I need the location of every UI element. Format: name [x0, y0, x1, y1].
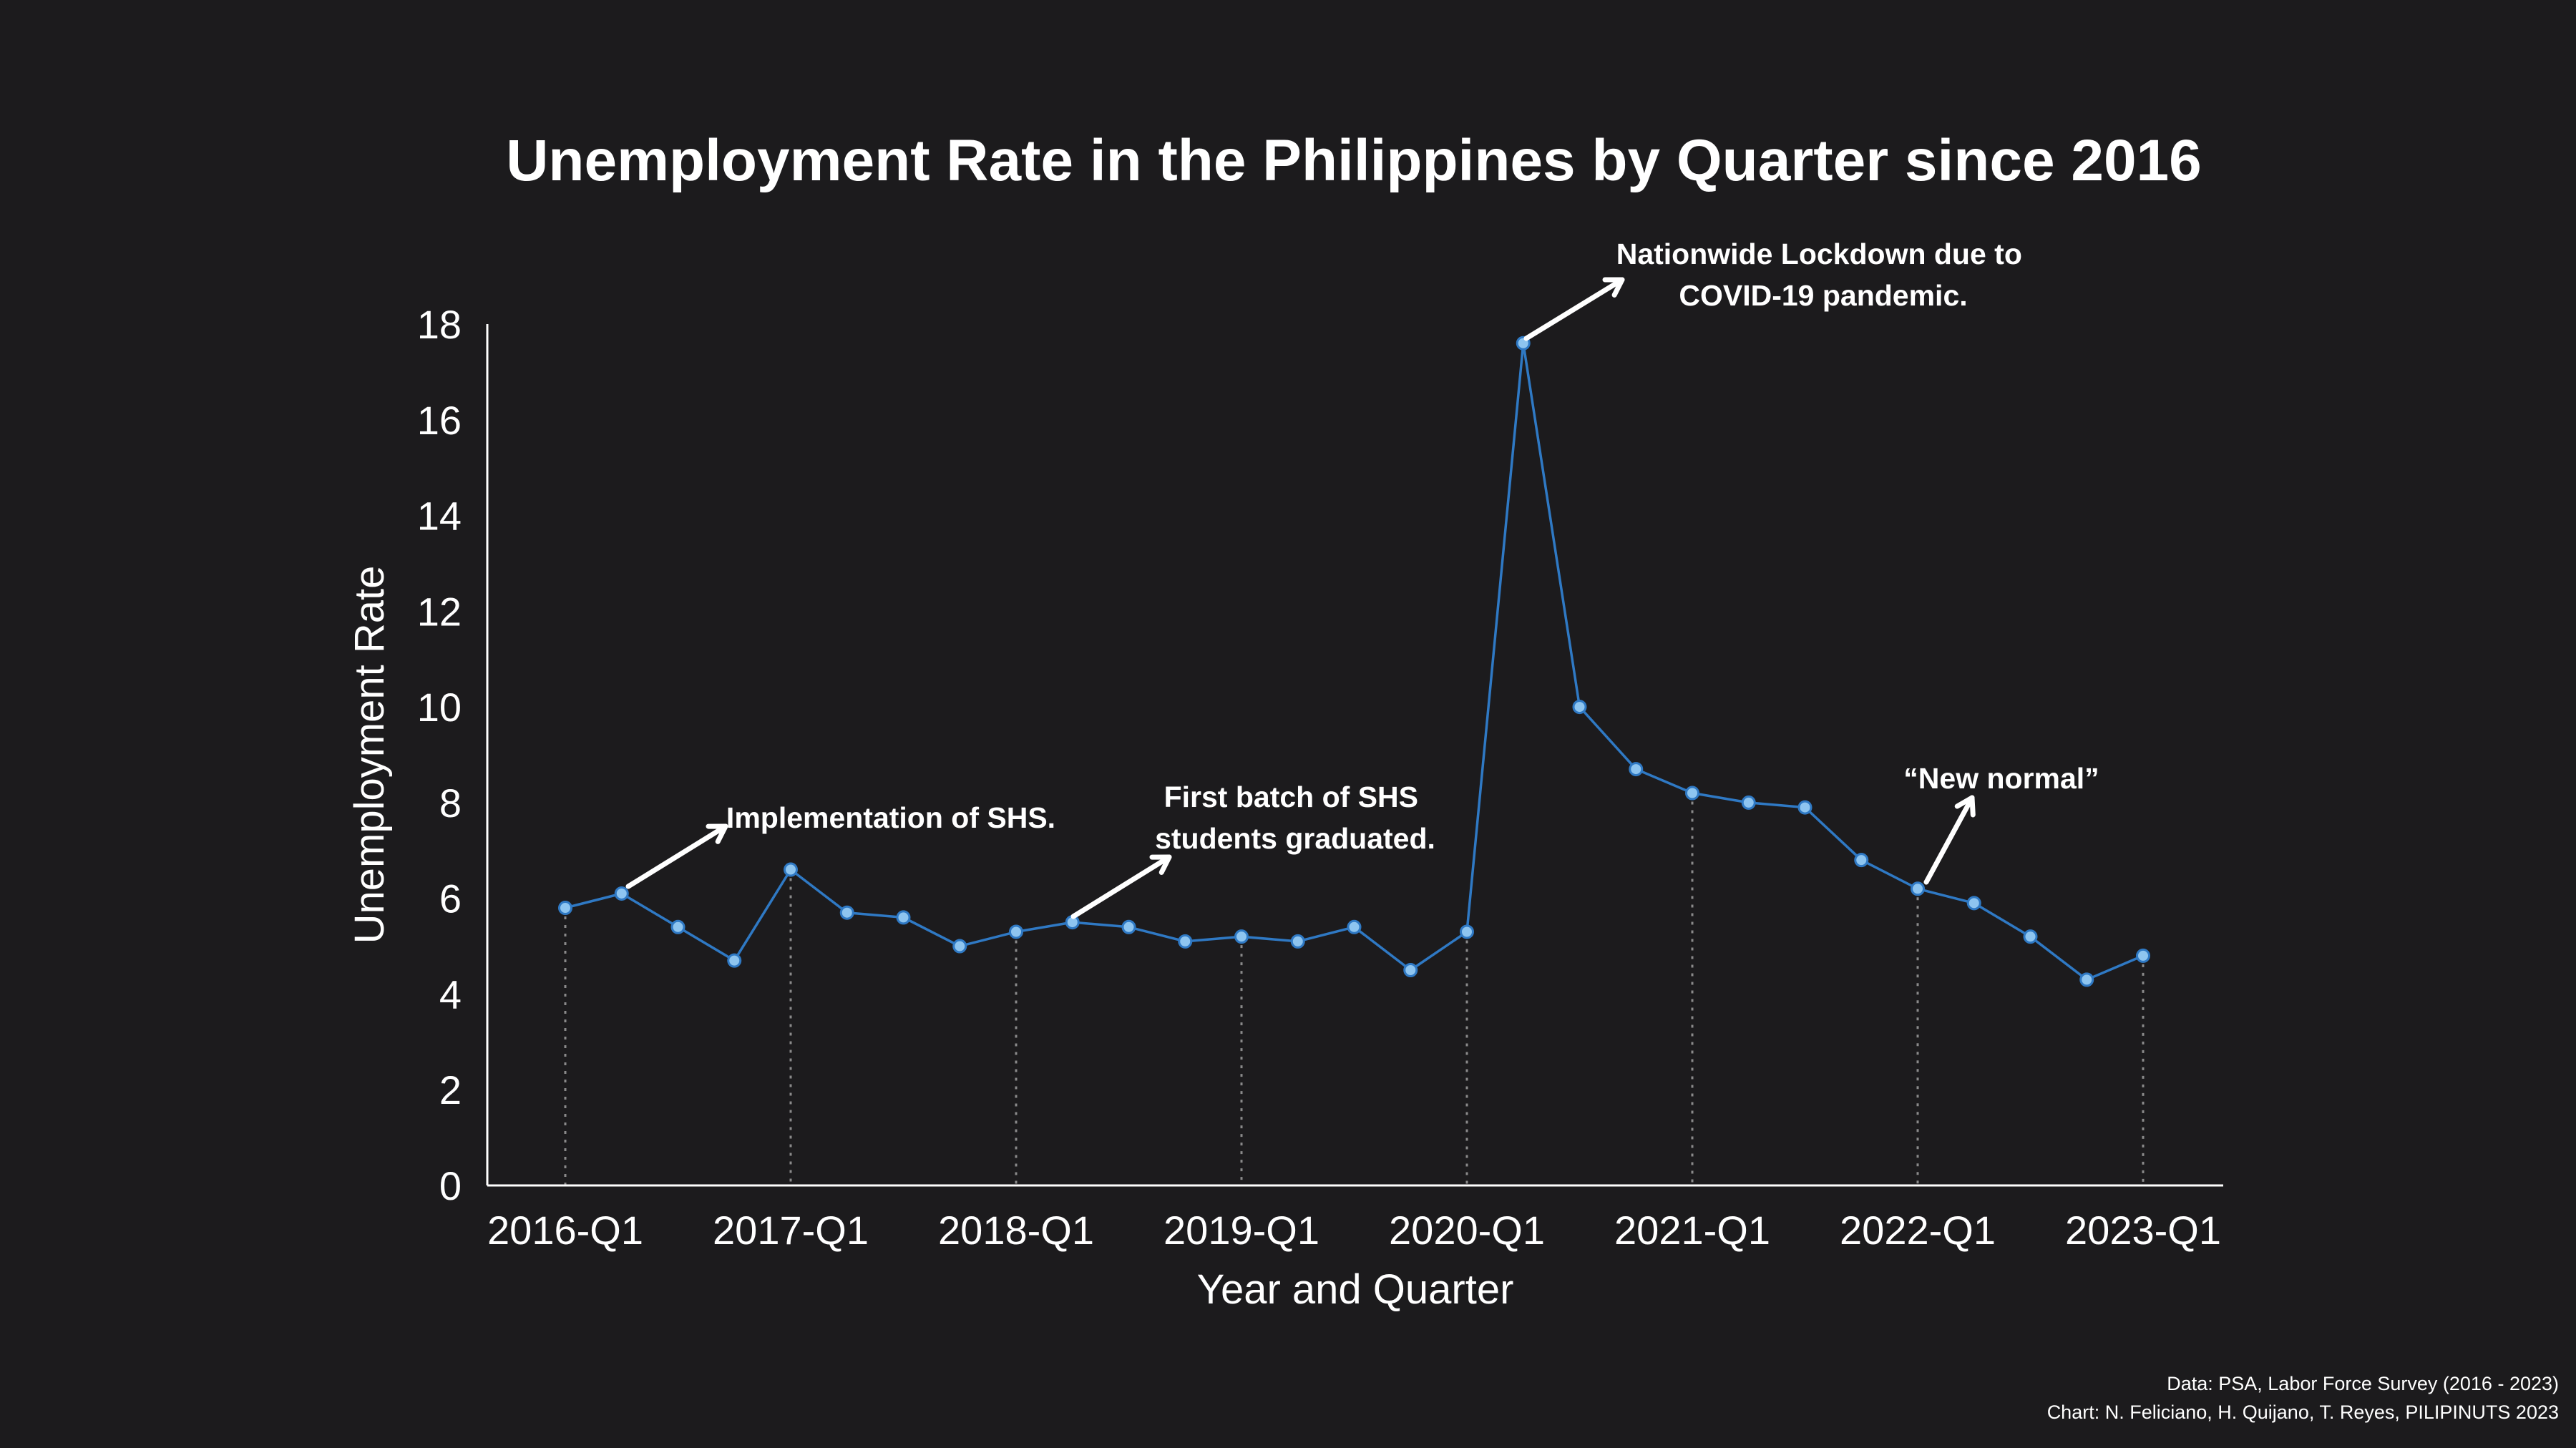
data-point: [1403, 963, 1418, 977]
data-point: [952, 939, 967, 954]
x-tick-label: 2023-Q1: [2065, 1208, 2221, 1253]
annotation-lockdown: Nationwide Lockdown due to COVID-19 pand…: [1616, 238, 2031, 312]
x-tick-label: 2017-Q1: [713, 1208, 869, 1253]
data-point: [2136, 948, 2150, 963]
data-point: [1178, 934, 1193, 949]
x-tick-label: 2019-Q1: [1163, 1208, 1319, 1253]
data-point: [784, 862, 798, 877]
x-tick-label: 2021-Q1: [1614, 1208, 1770, 1253]
x-tick-label: 2020-Q1: [1389, 1208, 1545, 1253]
data-point: [1629, 762, 1644, 777]
data-point: [1234, 929, 1249, 944]
y-tick-label: 4: [439, 972, 462, 1017]
chart-title: Unemployment Rate in the Philippines by …: [506, 128, 2202, 193]
y-tick-label: 18: [417, 302, 462, 347]
y-tick-label: 2: [439, 1067, 462, 1112]
data-point: [1797, 800, 1813, 815]
y-tick-label: 14: [417, 494, 462, 539]
annotation-line: Implementation of SHS.: [726, 801, 1055, 834]
annotation-arrow-lockdown: [1523, 277, 1625, 341]
annotation-arrow-shs: [625, 823, 728, 889]
data-point: [727, 953, 742, 968]
annotation-arrowhead: [1149, 854, 1172, 875]
x-tick-label: 2018-Q1: [938, 1208, 1094, 1253]
y-tick-label: 16: [417, 398, 462, 443]
y-tick-labels: 0 2 4 6 8 10 12 14 16 18: [417, 302, 462, 1208]
data-point: [2023, 929, 2038, 944]
y-tick-label: 0: [439, 1163, 462, 1208]
data-point: [1741, 795, 1756, 810]
data-point: [1685, 786, 1699, 801]
data-points: [558, 336, 2150, 987]
data-point: [1347, 919, 1362, 934]
data-point: [1121, 919, 1136, 934]
y-tick-label: 12: [417, 589, 462, 634]
annotations: Implementation of SHS. First batch of SH…: [625, 238, 2099, 919]
annotation-line: “New normal”: [1903, 762, 2099, 795]
data-point: [1460, 924, 1474, 939]
data-point: [1966, 896, 1981, 911]
y-tick-label: 8: [439, 781, 462, 826]
data-point: [839, 905, 854, 920]
annotation-line: students graduated.: [1155, 822, 1435, 855]
data-point: [558, 901, 572, 916]
x-tick-label: 2016-Q1: [487, 1208, 643, 1253]
data-point: [896, 910, 911, 925]
annotation-new-normal: “New normal”: [1903, 762, 2099, 795]
data-point: [670, 919, 686, 934]
annotation-shs-implementation: Implementation of SHS.: [726, 801, 1055, 834]
source-note: Data: PSA, Labor Force Survey (2016 - 20…: [2047, 1373, 2559, 1423]
data-point: [1009, 924, 1023, 939]
source-chart-credit: Chart: N. Feliciano, H. Quijano, T. Reye…: [2047, 1401, 2559, 1423]
annotation-shs-graduates: First batch of SHS students graduated.: [1155, 781, 1435, 855]
data-point: [2079, 972, 2094, 987]
x-axis-label: Year and Quarter: [1197, 1266, 1514, 1313]
source-data-credit: Data: PSA, Labor Force Survey (2016 - 20…: [2167, 1373, 2559, 1394]
reference-lines: [564, 793, 2145, 1185]
data-point: [614, 886, 629, 901]
series-line: [565, 342, 2144, 982]
x-tick-labels: 2016-Q1 2017-Q1 2018-Q1 2019-Q1 2020-Q1 2021-…: [487, 1208, 2221, 1253]
annotation-line: COVID-19 pandemic.: [1679, 279, 1967, 312]
data-point: [1854, 853, 1869, 868]
annotation-arrow-graduates: [1070, 854, 1172, 919]
annotation-arrowhead: [1602, 277, 1625, 298]
annotation-line: Nationwide Lockdown due to: [1616, 238, 2022, 270]
y-tick-label: 10: [417, 685, 462, 730]
y-axis-label: Unemployment Rate: [346, 566, 393, 944]
x-tick-label: 2022-Q1: [1840, 1208, 1996, 1253]
y-tick-label: 6: [439, 876, 462, 921]
data-point: [1572, 700, 1587, 715]
annotation-line: First batch of SHS: [1164, 781, 1418, 813]
data-point: [1911, 881, 1925, 896]
annotation-arrowhead: [1954, 795, 1976, 818]
data-point: [1290, 934, 1305, 949]
annotation-arrowhead: [706, 823, 728, 844]
annotation-arrow-new-normal: [1923, 795, 1975, 885]
